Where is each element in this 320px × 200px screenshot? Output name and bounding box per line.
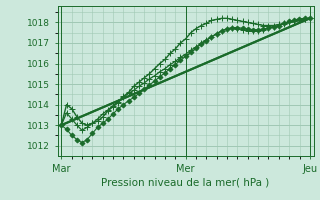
X-axis label: Pression niveau de la mer( hPa ): Pression niveau de la mer( hPa )	[101, 178, 270, 188]
